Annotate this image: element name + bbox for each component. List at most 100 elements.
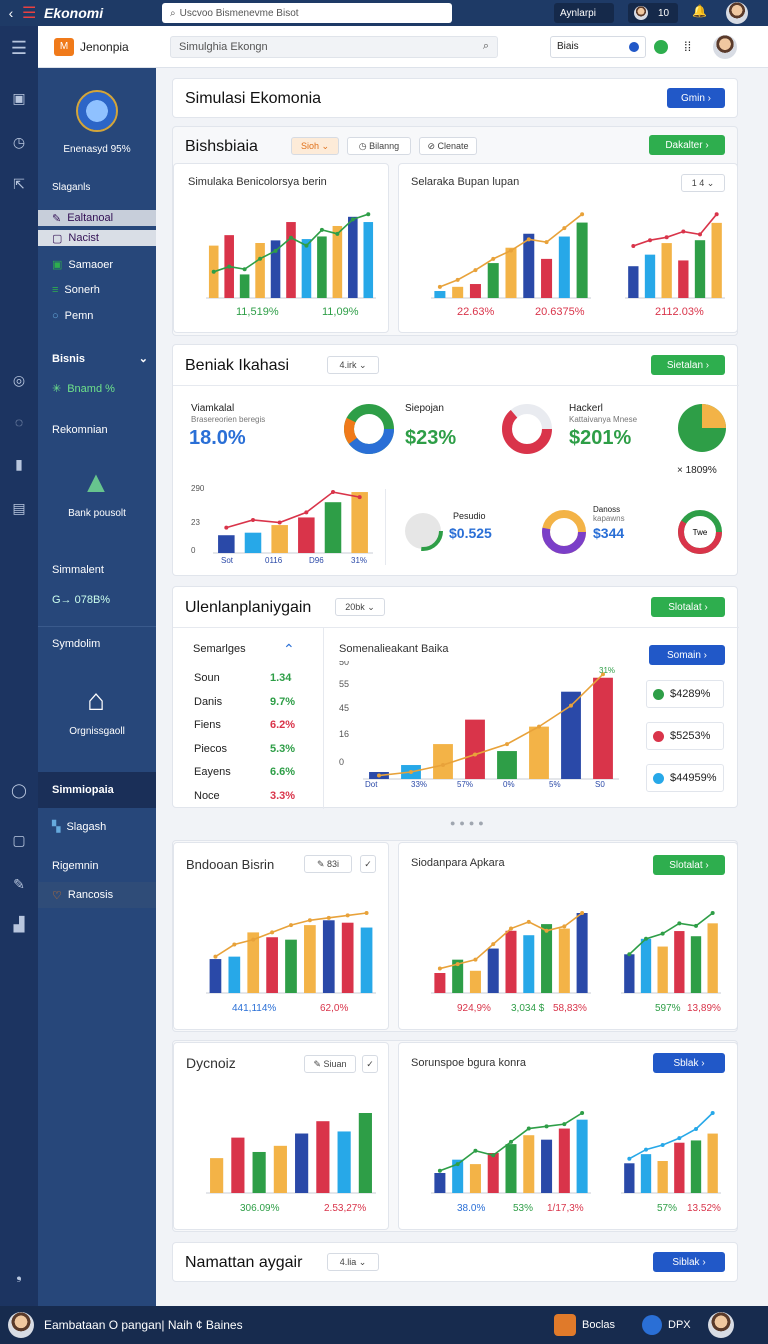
filter-dropdown-3[interactable]: ⊘ Clenate	[419, 137, 477, 155]
edit-dropdown[interactable]: ✎ Siuan	[304, 1055, 356, 1073]
chart-value: 57%	[657, 1203, 678, 1214]
user-avatar[interactable]	[726, 2, 748, 24]
edit-dropdown[interactable]: ✎ 83i	[304, 855, 352, 873]
chart-bar	[661, 243, 672, 298]
nav-simmalent[interactable]: Simmalent	[52, 564, 104, 576]
some-button[interactable]: Somain ›	[649, 645, 725, 665]
nav-bisnis-sub[interactable]: ✳ Bnamd %	[52, 382, 115, 396]
account-pill[interactable]: Aynlarpi	[554, 3, 614, 23]
nav-item-1[interactable]: ▢ Nacist	[38, 230, 156, 246]
chart-bar	[332, 225, 343, 298]
chart-point	[509, 248, 513, 253]
nav-item-0[interactable]: ✎ Ealtanoal	[38, 210, 156, 226]
menu-icon[interactable]: ☰	[10, 38, 28, 58]
chart-point	[660, 1143, 665, 1147]
header-search-input[interactable]: Simulghia Ekongn ⌕	[170, 35, 498, 58]
pen-icon[interactable]: ✎	[13, 876, 25, 892]
table-row-value: 6.6%	[270, 766, 296, 778]
period-dropdown[interactable]: 20bk ⌄	[335, 598, 385, 616]
nav-rancosis[interactable]: ♡ Rancosis	[38, 882, 156, 908]
circle-icon[interactable]: ◯	[11, 782, 27, 798]
nav-item-3[interactable]: ≡ Sonerh	[52, 284, 100, 296]
chart-bar	[266, 937, 278, 993]
globe-icon[interactable]: ◎	[12, 372, 26, 388]
period-dropdown[interactable]: 4.lia ⌄	[327, 1253, 379, 1271]
analytics-icon[interactable]: ▟	[13, 916, 25, 932]
help-icon[interactable]: ❟	[16, 1266, 22, 1282]
chart-point	[710, 911, 715, 915]
legend-item[interactable]: $5253%	[646, 722, 724, 750]
nav-slagash[interactable]: ▚ Slagash	[52, 820, 107, 834]
chart-bar	[271, 525, 288, 553]
slot-button[interactable]: Slotalat ›	[651, 597, 725, 617]
chart-bar	[247, 932, 260, 993]
chart-bar	[593, 677, 613, 779]
chart-point	[681, 229, 686, 234]
chart-bar	[286, 222, 296, 298]
slot-button[interactable]: Slotalat ›	[653, 855, 725, 875]
chart-point	[698, 232, 702, 237]
app-icon[interactable]	[554, 1314, 576, 1336]
chart-bar	[644, 254, 656, 298]
chart-point	[364, 911, 369, 915]
filter-dropdown-2[interactable]: ◷ Bilanng	[347, 137, 411, 155]
chart-point	[714, 212, 719, 217]
grid-icon[interactable]: ⁞⁞	[684, 39, 692, 54]
chart-value: 11,519%	[236, 306, 279, 318]
chat-icon[interactable]: ◌	[14, 414, 24, 430]
range-dropdown[interactable]: 1 4 ⌄	[681, 174, 725, 192]
global-search-input[interactable]: ⌕ Uscvoo Bismenevme Bisot	[162, 3, 452, 23]
nav-rekom[interactable]: Rekomnian	[52, 424, 108, 436]
chart-point	[644, 1147, 648, 1152]
window-icon[interactable]: ▢	[12, 832, 26, 848]
status-icon[interactable]	[654, 39, 668, 54]
chart-point	[455, 962, 460, 967]
nav-active[interactable]: Simmiopaia	[38, 772, 156, 808]
notification-pill[interactable]: 10	[628, 3, 678, 23]
blank-button[interactable]: Siblak ›	[653, 1252, 725, 1272]
chart-icon[interactable]: ▮	[15, 456, 23, 472]
nav-item-2[interactable]: ▣ Samaoer	[52, 258, 114, 272]
nav-rigemin[interactable]: Rigemnin	[52, 860, 99, 872]
chart-point	[694, 923, 698, 928]
chart-point	[491, 256, 496, 261]
document-icon[interactable]: ▤	[12, 500, 26, 516]
nav-bisnis[interactable]: Bisnis ⌄	[52, 352, 148, 366]
export-button[interactable]: Dakalter ›	[649, 135, 725, 155]
chart-point	[664, 235, 669, 240]
icon-rail: ☰ ▣ ◷ ⇱ ◎ ◌ ▮ ▤ ◯ ▢ ✎ ▟ ❟	[0, 26, 38, 1306]
back-icon[interactable]: ‹	[8, 5, 14, 21]
legend-item[interactable]: $4289%	[646, 680, 724, 708]
period-dropdown[interactable]: 4.irk ⌄	[327, 356, 379, 374]
user-avatar[interactable]	[8, 1312, 34, 1338]
export-icon[interactable]: ⇱	[13, 176, 25, 192]
check-icon[interactable]: ✓	[362, 1055, 378, 1073]
user-avatar[interactable]	[708, 1312, 734, 1338]
main-button[interactable]: Gmin ›	[667, 88, 725, 108]
hamburger-icon[interactable]: ☰	[22, 5, 37, 22]
dashboard-icon[interactable]: ▣	[12, 90, 26, 106]
chart-value: 3,034 $	[511, 1003, 545, 1014]
pagination-dots[interactable]: ●●●●	[450, 818, 488, 828]
kpi-sub: Kattaivanya Mnese	[569, 415, 638, 424]
blank-button[interactable]: Sblak ›	[653, 1053, 725, 1073]
sort-icon[interactable]: ⌃	[283, 641, 295, 657]
check-icon[interactable]: ✓	[360, 855, 376, 873]
table-row-value: 3.3%	[270, 789, 296, 802]
chart-point	[644, 936, 648, 941]
chart-point	[677, 1136, 682, 1141]
bell-icon[interactable]: 🔔	[692, 4, 707, 18]
detail-button[interactable]: Sietalan ›	[651, 355, 725, 375]
chart-title: Siodanpara Apkara	[411, 857, 505, 869]
nav-item-4[interactable]: ○ Pemn	[52, 310, 94, 322]
chart-bar	[674, 931, 685, 993]
nav-symbolm[interactable]: Symdolim	[52, 638, 101, 650]
legend-item[interactable]: $44959%	[646, 764, 724, 792]
chart-icon: ▚	[52, 821, 61, 833]
status-icon[interactable]	[642, 1315, 662, 1335]
divider	[323, 627, 324, 809]
clock-icon[interactable]: ◷	[12, 134, 26, 150]
header-avatar[interactable]	[713, 34, 738, 59]
header-dropdown[interactable]: Biais	[550, 35, 646, 58]
filter-dropdown-1[interactable]: Sioh ⌄	[291, 137, 339, 155]
